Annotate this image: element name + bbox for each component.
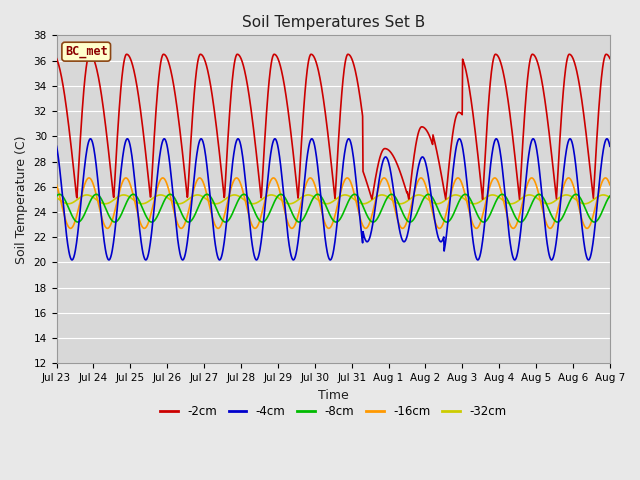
-2cm xyxy=(163,53,170,59)
-8cm xyxy=(52,193,60,199)
-16cm xyxy=(307,175,314,181)
-2cm xyxy=(270,51,278,57)
-2cm xyxy=(237,57,245,62)
Line: -8cm: -8cm xyxy=(56,194,610,222)
-2cm xyxy=(420,124,428,130)
Y-axis label: Soil Temperature (C): Soil Temperature (C) xyxy=(15,135,28,264)
-16cm xyxy=(420,178,428,183)
-8cm xyxy=(424,192,432,197)
-16cm xyxy=(176,225,184,230)
-4cm xyxy=(420,155,428,161)
-8cm xyxy=(419,197,427,203)
Line: -4cm: -4cm xyxy=(56,139,610,260)
-2cm xyxy=(479,196,486,202)
-16cm xyxy=(52,182,60,188)
-16cm xyxy=(492,176,500,181)
-8cm xyxy=(443,219,451,225)
-32cm xyxy=(176,201,184,206)
-8cm xyxy=(541,198,548,204)
-8cm xyxy=(492,198,500,204)
-8cm xyxy=(606,193,614,199)
-4cm xyxy=(176,249,184,254)
-4cm xyxy=(52,144,60,149)
-32cm xyxy=(433,201,441,207)
-4cm xyxy=(541,222,548,228)
Line: -2cm: -2cm xyxy=(56,54,610,199)
-32cm xyxy=(419,193,427,199)
-16cm xyxy=(541,216,548,222)
-2cm xyxy=(606,56,614,61)
Title: Soil Temperatures Set B: Soil Temperatures Set B xyxy=(241,15,425,30)
Line: -32cm: -32cm xyxy=(56,195,610,204)
Line: -16cm: -16cm xyxy=(56,178,610,228)
-32cm xyxy=(163,194,170,200)
Legend: -2cm, -4cm, -8cm, -16cm, -32cm: -2cm, -4cm, -8cm, -16cm, -32cm xyxy=(156,401,511,423)
-16cm xyxy=(606,182,614,188)
-16cm xyxy=(237,183,245,189)
-16cm xyxy=(163,179,170,185)
-4cm xyxy=(492,136,500,142)
-4cm xyxy=(239,151,246,157)
-2cm xyxy=(492,51,500,57)
-4cm xyxy=(234,136,242,142)
-8cm xyxy=(237,192,245,198)
-32cm xyxy=(237,195,245,201)
-4cm xyxy=(216,257,223,263)
-2cm xyxy=(176,125,184,131)
Text: BC_met: BC_met xyxy=(65,45,108,58)
-2cm xyxy=(52,56,60,61)
-2cm xyxy=(541,97,548,103)
-32cm xyxy=(492,193,500,199)
-4cm xyxy=(163,139,170,145)
-32cm xyxy=(452,192,460,198)
-8cm xyxy=(176,206,184,212)
-32cm xyxy=(52,194,60,200)
-8cm xyxy=(163,194,170,200)
-4cm xyxy=(606,144,614,149)
-16cm xyxy=(325,226,333,231)
-32cm xyxy=(606,194,614,200)
-32cm xyxy=(541,200,548,206)
X-axis label: Time: Time xyxy=(318,389,349,402)
